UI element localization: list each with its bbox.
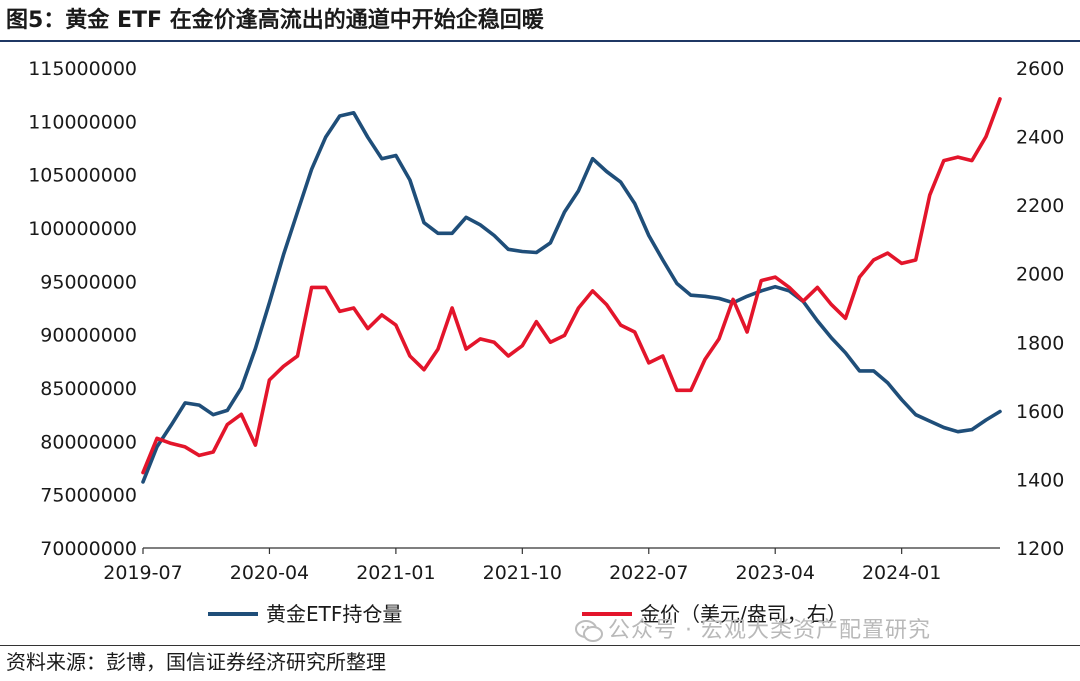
y-right-tick-label: 2600 xyxy=(1016,58,1064,80)
x-tick-label: 2022-07 xyxy=(609,562,688,584)
gold-price-line xyxy=(141,97,1002,475)
title-divider xyxy=(0,40,1080,42)
wechat-icon xyxy=(575,620,603,642)
x-tick-label: 2019-07 xyxy=(103,562,182,584)
y-left-tick-label: 80000000 xyxy=(40,431,137,453)
y-right-tick-label: 1800 xyxy=(1016,332,1064,354)
y-right-tick-label: 2400 xyxy=(1016,127,1064,149)
watermark: 公众号 · 宏观大类资产配置研究 xyxy=(574,612,931,644)
y-right-tick-label: 1200 xyxy=(1016,538,1064,560)
chart-series-lines xyxy=(141,97,1002,484)
chart-legend: 黄金ETF持仓量 金价（美元/盎司，右） xyxy=(208,602,847,626)
y-left-tick-label: 75000000 xyxy=(40,485,137,507)
legend-label: 金价（美元/盎司，右） xyxy=(640,602,847,626)
x-tick-label: 2020-04 xyxy=(230,562,309,584)
legend-label: 黄金ETF持仓量 xyxy=(266,602,402,626)
y-left-tick-label: 100000000 xyxy=(28,218,137,240)
y-left-tick-label: 70000000 xyxy=(40,538,137,560)
x-tick-label: 2021-01 xyxy=(356,562,435,584)
y-left-tick-label: 95000000 xyxy=(40,271,137,293)
chart-canvas: 115000000 110000000 105000000 100000000 9500… xyxy=(28,58,1064,626)
chart-axes: 115000000 110000000 105000000 100000000 9500… xyxy=(28,58,1064,584)
etf-holdings-line xyxy=(141,111,1002,484)
source-note: 资料来源：彭博，国信证券经济研究所整理 xyxy=(6,650,386,674)
y-left-tick-label: 105000000 xyxy=(28,165,137,187)
chart-title: 图5：黄金 ETF 在金价逢高流出的通道中开始企稳回暖 xyxy=(6,8,544,33)
x-tick-label: 2021-10 xyxy=(483,562,562,584)
y-right-tick-label: 1600 xyxy=(1016,401,1064,423)
x-tick-label: 2023-04 xyxy=(736,562,815,584)
source-divider xyxy=(0,645,1080,646)
y-left-tick-label: 115000000 xyxy=(28,58,137,80)
y-right-tick-label: 2200 xyxy=(1016,195,1064,217)
y-left-tick-label: 110000000 xyxy=(28,111,137,133)
y-right-tick-label: 1400 xyxy=(1016,469,1064,491)
x-tick-label: 2024-01 xyxy=(862,562,941,584)
y-left-tick-label: 85000000 xyxy=(40,378,137,400)
y-right-tick-label: 2000 xyxy=(1016,264,1064,286)
y-left-tick-label: 90000000 xyxy=(40,325,137,347)
watermark-text: 公众号 · 宏观大类资产配置研究 xyxy=(608,618,931,643)
